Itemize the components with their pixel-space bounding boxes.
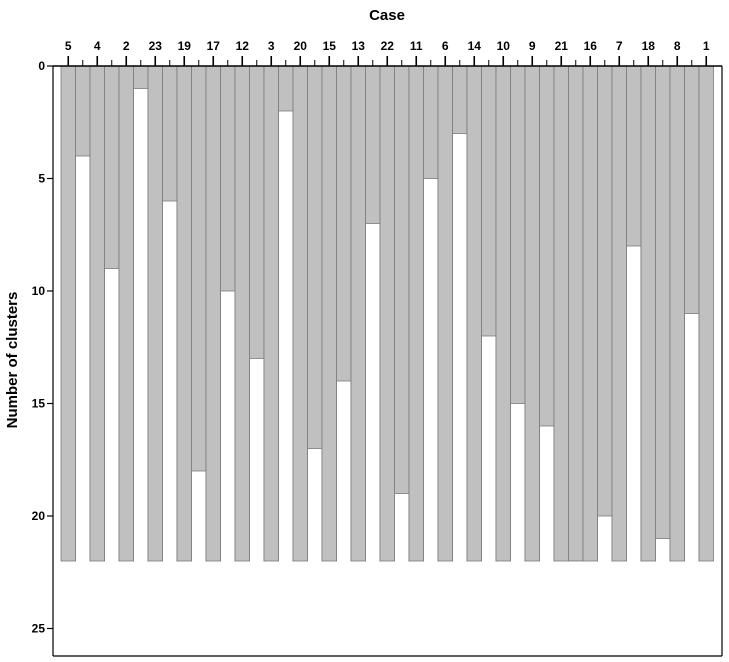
x-tick-label-12: 12	[236, 39, 250, 53]
case-bar-23	[147, 65, 163, 562]
x-tick-label-1: 1	[703, 39, 710, 53]
join-gaps-group	[76, 88, 699, 562]
join-gap-7-18	[627, 246, 641, 562]
x-tick-label-16: 16	[584, 39, 598, 53]
x-tick-label-3: 3	[268, 39, 275, 53]
y-tick-label-0: 0	[38, 59, 45, 73]
join-gap-11-6	[424, 178, 438, 562]
y-ticks-group: 0 5 10 15 20 25	[32, 59, 53, 636]
case-bar-21	[553, 65, 569, 562]
x-tick-label-5: 5	[65, 39, 72, 53]
y-tick-label-5: 5	[38, 172, 45, 186]
case-bar-12	[234, 65, 250, 562]
case-bar-20	[292, 65, 308, 562]
join-gap-6-14	[453, 133, 467, 562]
case-bar-9	[524, 65, 540, 562]
case-bar-8	[669, 65, 685, 562]
join-gap-9-21	[540, 426, 554, 562]
join-gap-2-23	[134, 88, 148, 562]
join-bar-22-11	[394, 65, 410, 562]
join-gap-14-10	[482, 336, 496, 562]
x-tick-label-2: 2	[123, 39, 130, 53]
x-tick-label-18: 18	[642, 39, 656, 53]
join-gap-19-17	[192, 471, 206, 562]
x-tick-label-20: 20	[294, 39, 308, 53]
y-tick-label-25: 25	[32, 622, 46, 636]
x-tick-label-21: 21	[555, 39, 569, 53]
x-tick-label-17: 17	[207, 39, 221, 53]
join-gap-16-7	[598, 516, 612, 562]
chart-title: Case	[369, 7, 405, 24]
x-tick-label-22: 22	[381, 39, 395, 53]
x-tick-label-15: 15	[323, 39, 337, 53]
case-bar-15	[321, 65, 337, 562]
join-gap-12-3	[250, 358, 264, 562]
x-tick-label-13: 13	[352, 39, 366, 53]
x-tick-label-6: 6	[442, 39, 449, 53]
x-tick-label-9: 9	[529, 39, 536, 53]
join-gap-13-22	[366, 223, 380, 562]
case-bar-4	[89, 65, 105, 562]
x-tick-label-11: 11	[410, 39, 423, 53]
join-gap-22-11	[395, 493, 409, 562]
case-bar-11	[408, 65, 424, 562]
y-tick-label-20: 20	[32, 509, 46, 523]
join-gap-21-16	[569, 561, 583, 562]
case-bar-6	[437, 65, 453, 562]
join-gap-17-12	[221, 291, 235, 562]
x-ticks-group: 5 4 2 23 19 17 12 3 20 15 13 22 11 6 14 10 9 21 16 7 18 8 1	[65, 39, 710, 66]
x-tick-label-19: 19	[178, 39, 192, 53]
x-tick-label-14: 14	[468, 39, 482, 53]
case-bar-22	[379, 65, 395, 562]
y-tick-label-15: 15	[32, 397, 46, 411]
x-tick-label-10: 10	[497, 39, 511, 53]
case-bar-16	[582, 65, 598, 562]
case-bar-2	[118, 65, 134, 562]
join-bar-18-8	[655, 65, 671, 562]
join-gap-23-19	[163, 201, 177, 562]
join-gap-15-13	[337, 381, 351, 562]
join-bar-21-16	[568, 65, 584, 562]
case-bar-19	[176, 65, 192, 562]
plot-frame	[52, 65, 723, 657]
case-bar-17	[205, 65, 221, 562]
join-gap-5-4	[76, 156, 90, 562]
case-bar-18	[640, 65, 656, 562]
x-tick-label-7: 7	[616, 39, 623, 53]
join-bar-16-7	[597, 65, 613, 562]
case-bar-7	[611, 65, 627, 562]
join-gap-10-9	[511, 403, 525, 562]
x-tick-label-4: 4	[94, 39, 101, 53]
join-gap-8-1	[685, 313, 699, 562]
bars-group	[60, 65, 714, 562]
join-gap-3-20	[279, 111, 293, 562]
case-bar-1	[698, 65, 714, 562]
y-tick-label-10: 10	[32, 284, 46, 298]
x-tick-label-8: 8	[674, 39, 681, 53]
case-bar-5	[60, 65, 76, 562]
join-gap-20-15	[308, 448, 322, 562]
join-gap-4-2	[105, 268, 119, 562]
y-axis-label: Number of clusters	[4, 292, 21, 429]
case-bar-10	[495, 65, 511, 562]
case-bar-13	[350, 65, 366, 562]
case-bar-3	[263, 65, 279, 562]
case-bar-14	[466, 65, 482, 562]
x-tick-label-23: 23	[149, 39, 163, 53]
join-gap-18-8	[656, 538, 670, 562]
